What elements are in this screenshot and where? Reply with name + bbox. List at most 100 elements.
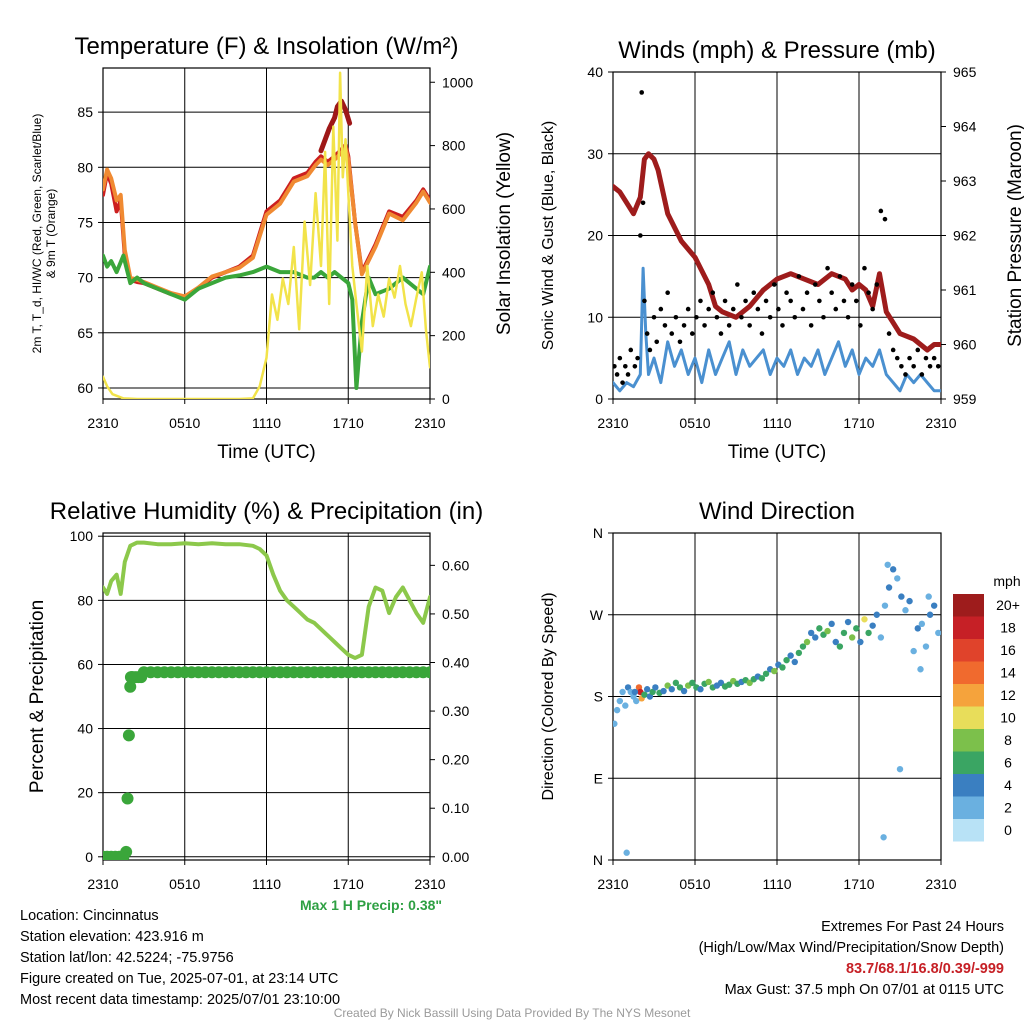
colorbar-label: 20+ — [996, 597, 1020, 613]
y2-tick-label: 800 — [442, 138, 466, 154]
gust-point — [718, 331, 724, 336]
direction-point — [918, 620, 926, 628]
gust-point — [878, 208, 884, 214]
direction-point — [884, 561, 891, 568]
gust-point — [702, 323, 707, 328]
colorbar-swatch — [953, 819, 984, 842]
direction-point — [853, 625, 860, 632]
gust-point — [658, 306, 664, 312]
gust-point — [706, 306, 711, 312]
gust-point — [894, 355, 900, 361]
y-tick-label: 70 — [77, 270, 93, 286]
station-latlon: Station lat/lon: 42.5224; -75.9756 — [20, 950, 234, 966]
colorbar-swatch — [953, 706, 984, 729]
gust-point — [829, 290, 834, 296]
y2-tick-label: 962 — [953, 228, 977, 244]
direction-point — [898, 593, 905, 600]
direction-point — [865, 629, 872, 637]
direction-point — [613, 720, 618, 727]
direction-point — [922, 643, 930, 650]
gust-point — [735, 282, 740, 287]
direction-point — [762, 670, 770, 677]
gust-point — [638, 233, 643, 238]
gust-point — [635, 355, 640, 361]
temperature-chart: 2310 0510 1110 1710 2310 60 65 70 75 80 85 0 200 400 6… — [30, 33, 515, 463]
station-info: Location: Cincinnatus Station elevation:… — [20, 906, 340, 1011]
direction-point — [641, 691, 648, 698]
gust-point — [739, 314, 744, 320]
y2-tick-label: 961 — [953, 282, 977, 298]
gust-point — [759, 331, 765, 336]
gust-point — [808, 323, 814, 328]
precip-point — [121, 792, 134, 805]
max-gust: Max Gust: 37.5 mph On 07/01 at 0115 UTC — [724, 982, 1004, 998]
gust-point — [784, 290, 789, 296]
direction-point — [832, 638, 839, 646]
gust-point — [862, 265, 867, 271]
direction-point — [914, 625, 921, 632]
y-tick-label: 85 — [77, 104, 93, 120]
gust-point — [651, 314, 657, 320]
gust-point — [931, 355, 937, 361]
x-tick-label: 1110 — [762, 876, 791, 892]
precip-point — [122, 729, 135, 742]
humidity-plot — [103, 540, 430, 860]
y-tick-label: 40 — [587, 64, 603, 80]
gust-point — [669, 331, 675, 336]
y-tick-label: 60 — [77, 380, 93, 396]
x-tick-label: 1710 — [843, 876, 874, 892]
direction-point — [812, 634, 819, 641]
x-tick-label: 2310 — [87, 876, 118, 892]
y-tick-label: 60 — [77, 656, 93, 672]
x-tick-label: 1710 — [333, 876, 364, 892]
temperature-title: Temperature (F) & Insolation (W/m²) — [74, 33, 458, 60]
y-tick-label: 10 — [587, 309, 603, 325]
gust-point — [935, 364, 941, 369]
gust-point — [639, 90, 644, 95]
x-tick-label: 2310 — [414, 876, 445, 892]
wind_direction-frame — [612, 532, 942, 861]
direction-point — [697, 686, 704, 693]
y2-tick-label: 959 — [953, 391, 977, 407]
y2-tick-label: 400 — [442, 264, 466, 280]
figure-created: Figure created on Tue, 2025-07-01, at 23… — [20, 971, 339, 987]
direction-point — [880, 834, 887, 841]
colorbar-label: 10 — [1000, 710, 1016, 726]
rh-line — [103, 540, 430, 660]
temperature-ylabel: 2m T, T_d, HI/WC (Red, Green, Scarlet/Bl… — [30, 114, 44, 354]
winds-y2label: Station Pressure (Maroon) — [1005, 124, 1024, 347]
gust-point — [825, 265, 830, 271]
gust-point — [849, 282, 855, 287]
speed-colorbar: mph 20+ 18 16 14 12 10 8 6 4 2 0 — [953, 573, 1021, 842]
gust-point — [800, 306, 806, 312]
direction-point — [616, 697, 624, 705]
direction-point — [917, 666, 924, 673]
direction-point — [622, 702, 629, 709]
direction-point — [861, 616, 868, 623]
wind_direction-ylabel: Direction (Colored By Speed) — [540, 592, 557, 800]
gust-point — [694, 314, 699, 320]
gust-point — [911, 364, 916, 369]
direction-point — [807, 629, 815, 637]
y2-tick-label: 960 — [953, 337, 977, 353]
colorbar-label: 18 — [1000, 620, 1016, 636]
y-tick-label: S — [594, 689, 603, 705]
x-tick-label: 2310 — [925, 876, 956, 892]
y2-tick-label: 963 — [953, 173, 977, 189]
temperature-y2label: Solar Insolation (Yellow) — [494, 132, 515, 335]
direction-point — [910, 647, 917, 655]
colorbar-label: 12 — [1000, 687, 1016, 703]
station-location: Location: Cincinnatus — [20, 908, 159, 924]
direction-point — [925, 593, 932, 600]
gust-point — [710, 290, 716, 296]
direction-point — [664, 682, 671, 689]
gust-point — [640, 200, 646, 206]
gust-point — [620, 380, 625, 385]
gust-point — [903, 372, 908, 377]
gust-point — [817, 298, 822, 304]
gust-point — [866, 290, 871, 296]
direction-point — [643, 686, 651, 693]
winds-frame — [612, 71, 942, 400]
gust-point — [841, 298, 847, 304]
